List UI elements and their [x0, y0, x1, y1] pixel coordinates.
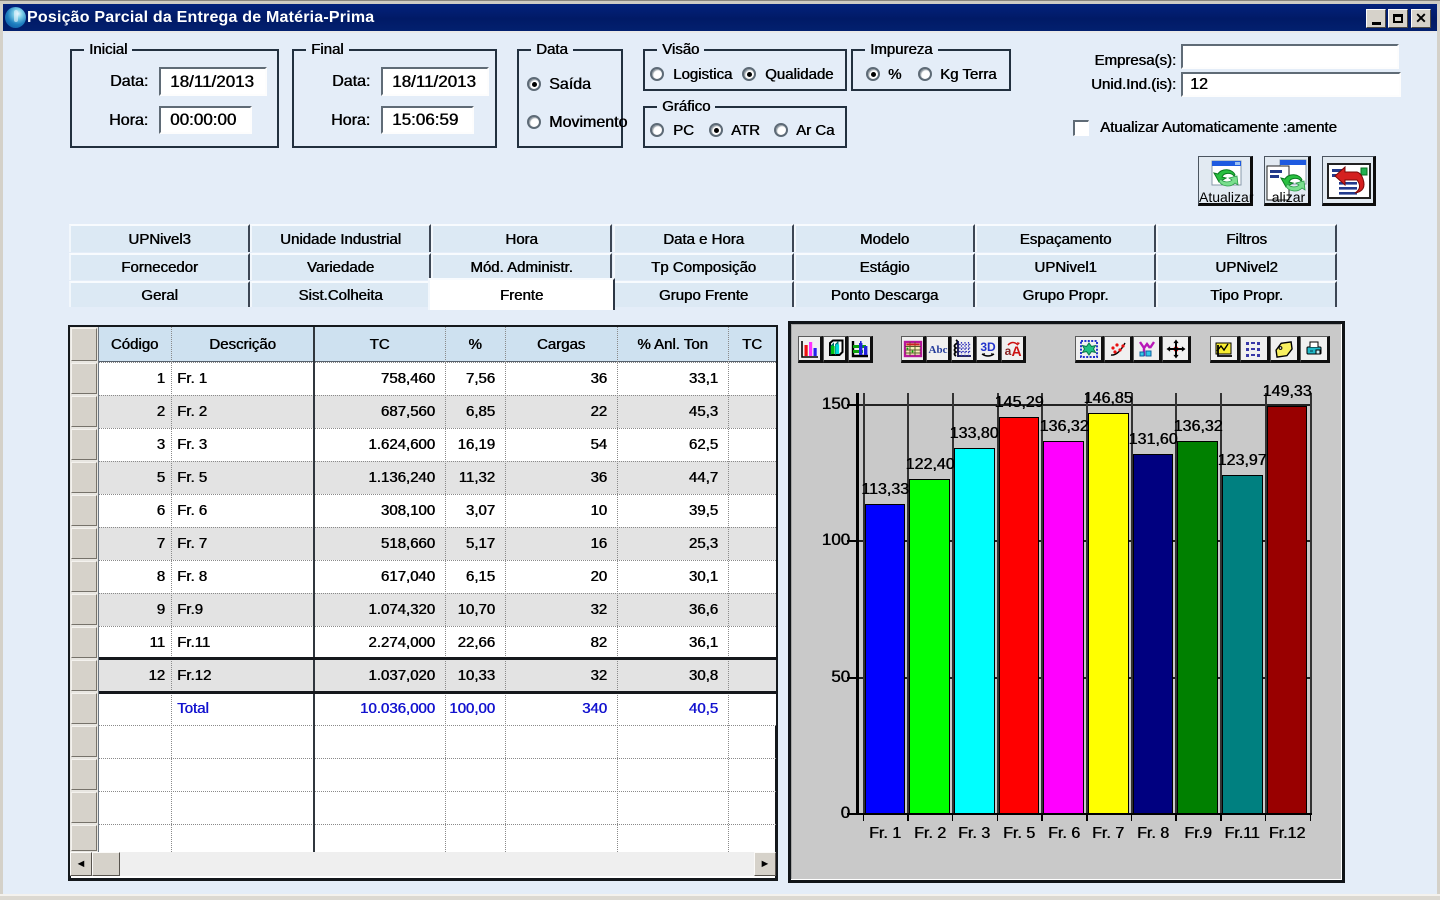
svg-text:A: A [1011, 343, 1021, 359]
svg-text:Abc: Abc [928, 344, 947, 356]
svg-text:a: a [1004, 344, 1011, 358]
svg-text:3D: 3D [980, 340, 996, 354]
